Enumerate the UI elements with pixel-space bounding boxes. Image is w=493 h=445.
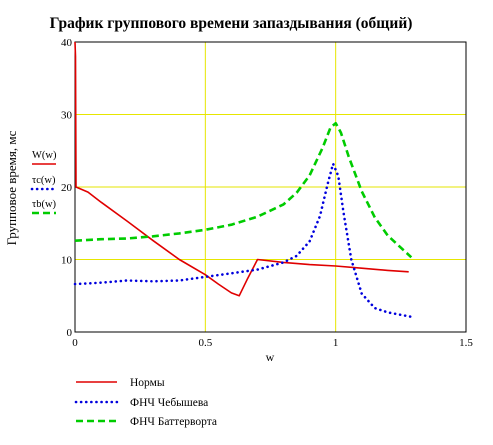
- series-layer: [73, 41, 413, 319]
- legend-label: ФНЧ Баттерворта: [130, 416, 217, 428]
- x-tick-labels: 0 0.5 1 1.5: [72, 337, 473, 349]
- trace-label: W(w): [32, 150, 57, 161]
- plot-frame: [74, 41, 467, 333]
- series-line-0: [74, 41, 409, 297]
- x-tick-label: 0: [72, 337, 78, 349]
- legend-label: Нормы: [130, 377, 165, 389]
- chart-title: График группового времени запаздывания (…: [50, 15, 413, 32]
- y-tick-label: 10: [61, 255, 73, 267]
- x-tick-label: 0.5: [198, 337, 212, 349]
- y-axis-label: Групповое время, мс: [4, 130, 19, 245]
- trace-labels: W(w) τc(w) τb(w): [30, 150, 58, 215]
- x-tick-label: 1: [333, 337, 339, 349]
- trace-label: τc(w): [32, 175, 56, 186]
- legend-label: ФНЧ Чебышева: [130, 397, 208, 409]
- legend: Нормы ФНЧ Чебышева ФНЧ Баттерворта: [74, 377, 217, 428]
- y-tick-label: 30: [61, 110, 73, 122]
- trace-label: τb(w): [32, 199, 57, 210]
- y-tick-labels: 0 10 20 30 40: [61, 37, 73, 339]
- y-tick-label: 20: [61, 182, 73, 194]
- x-tick-label: 1.5: [459, 337, 473, 349]
- grid: [75, 42, 466, 332]
- series-line-1: [73, 162, 413, 319]
- y-tick-label: 0: [67, 327, 73, 339]
- x-axis-label: w: [266, 350, 275, 364]
- series-line-2: [74, 121, 413, 259]
- y-tick-label: 40: [61, 37, 73, 49]
